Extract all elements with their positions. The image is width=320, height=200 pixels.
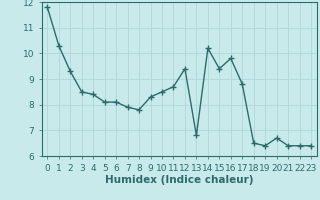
X-axis label: Humidex (Indice chaleur): Humidex (Indice chaleur) <box>105 175 253 185</box>
